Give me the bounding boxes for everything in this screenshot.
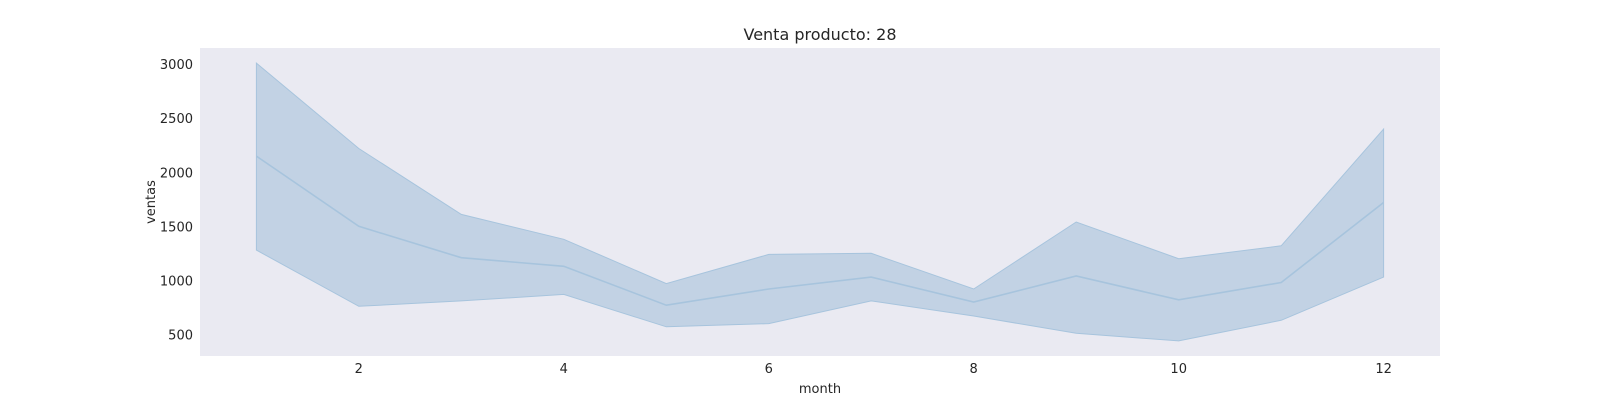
- series-line: [255, 155, 1385, 307]
- y-tick-label: 3000: [160, 58, 193, 73]
- chart-title: Venta producto: 28: [743, 25, 896, 44]
- y-tick-label: 1000: [160, 274, 193, 289]
- x-axis-label: month: [799, 382, 841, 397]
- x-tick-label: 6: [765, 362, 773, 377]
- x-tick-label: 8: [970, 362, 978, 377]
- y-tick-label: 500: [168, 328, 193, 343]
- confidence-band: [255, 62, 1385, 342]
- x-tick-label: 12: [1375, 362, 1392, 377]
- x-tick-label: 4: [560, 362, 568, 377]
- x-tick-label: 2: [355, 362, 363, 377]
- y-axis-label: ventas: [144, 180, 159, 224]
- y-tick-label: 2500: [160, 112, 193, 127]
- x-tick-label: 10: [1170, 362, 1187, 377]
- y-tick-label: 2000: [160, 166, 193, 181]
- y-tick-label: 1500: [160, 220, 193, 235]
